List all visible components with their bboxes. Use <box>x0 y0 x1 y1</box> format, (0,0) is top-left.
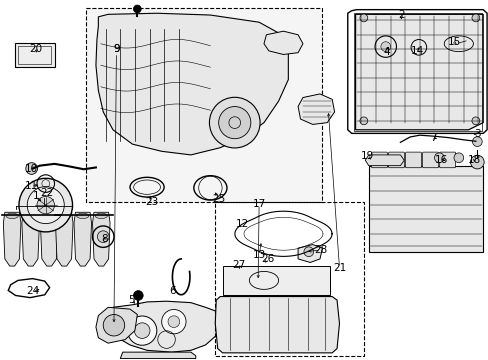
Text: 15: 15 <box>447 37 460 47</box>
Circle shape <box>27 186 64 224</box>
Polygon shape <box>96 13 288 155</box>
Ellipse shape <box>58 213 70 219</box>
Text: 13: 13 <box>252 250 265 260</box>
Text: 10: 10 <box>24 163 38 174</box>
Circle shape <box>168 316 180 328</box>
Text: 19: 19 <box>360 150 373 161</box>
Circle shape <box>410 40 426 55</box>
Circle shape <box>433 153 443 163</box>
Text: 22: 22 <box>41 188 54 198</box>
Circle shape <box>374 36 396 57</box>
Polygon shape <box>55 212 73 266</box>
Circle shape <box>304 247 313 257</box>
Circle shape <box>97 231 109 243</box>
Circle shape <box>37 196 55 214</box>
Text: 3: 3 <box>473 129 480 139</box>
Bar <box>18 45 51 64</box>
Text: 27: 27 <box>231 260 245 270</box>
Polygon shape <box>355 14 482 130</box>
Polygon shape <box>22 212 40 266</box>
Polygon shape <box>120 352 195 359</box>
Bar <box>215 202 363 356</box>
Polygon shape <box>264 31 303 54</box>
Circle shape <box>127 316 157 345</box>
Circle shape <box>218 107 250 139</box>
Circle shape <box>471 14 479 22</box>
Circle shape <box>133 5 141 13</box>
Polygon shape <box>365 155 404 166</box>
Circle shape <box>209 97 260 148</box>
Ellipse shape <box>24 213 37 219</box>
Circle shape <box>133 291 143 300</box>
Circle shape <box>103 315 124 336</box>
Ellipse shape <box>95 213 107 219</box>
Ellipse shape <box>77 213 89 219</box>
Text: 6: 6 <box>169 286 175 296</box>
Polygon shape <box>96 307 137 343</box>
Text: 5: 5 <box>128 295 135 305</box>
Text: 17: 17 <box>252 199 265 210</box>
Polygon shape <box>3 212 21 266</box>
Circle shape <box>469 155 483 169</box>
Text: 21: 21 <box>332 263 346 273</box>
Polygon shape <box>74 212 91 266</box>
Bar <box>222 266 329 295</box>
Polygon shape <box>298 94 334 125</box>
FancyBboxPatch shape <box>388 152 404 168</box>
FancyBboxPatch shape <box>371 152 386 168</box>
Polygon shape <box>444 36 472 51</box>
Text: 12: 12 <box>235 219 248 229</box>
Circle shape <box>453 153 463 163</box>
Text: 9: 9 <box>113 44 120 54</box>
Text: 25: 25 <box>212 194 225 204</box>
Text: 1: 1 <box>33 191 39 201</box>
Circle shape <box>471 137 481 147</box>
Polygon shape <box>86 8 322 202</box>
Circle shape <box>359 14 367 22</box>
Ellipse shape <box>6 213 18 219</box>
Circle shape <box>162 310 185 334</box>
Text: 20: 20 <box>29 44 42 54</box>
Text: 23: 23 <box>145 197 158 207</box>
FancyBboxPatch shape <box>405 152 421 168</box>
Circle shape <box>19 178 72 232</box>
Ellipse shape <box>43 213 55 219</box>
Circle shape <box>26 163 38 174</box>
Text: 28: 28 <box>314 245 327 255</box>
Polygon shape <box>92 212 110 266</box>
Polygon shape <box>368 166 482 252</box>
Text: 11: 11 <box>24 181 38 192</box>
FancyBboxPatch shape <box>422 152 438 168</box>
Polygon shape <box>215 297 339 353</box>
Text: 4: 4 <box>383 46 390 57</box>
Text: 8: 8 <box>101 234 108 244</box>
Polygon shape <box>111 301 222 352</box>
Text: 14: 14 <box>410 46 423 56</box>
Circle shape <box>359 117 367 125</box>
Text: 2: 2 <box>397 10 404 20</box>
Text: 18: 18 <box>467 155 480 165</box>
Text: 26: 26 <box>260 254 273 264</box>
Polygon shape <box>41 212 58 266</box>
Text: 24: 24 <box>26 286 39 296</box>
Circle shape <box>380 42 390 51</box>
Text: 7: 7 <box>429 133 436 143</box>
Text: 16: 16 <box>434 155 447 165</box>
Circle shape <box>134 323 150 338</box>
Circle shape <box>471 117 479 125</box>
FancyBboxPatch shape <box>439 152 455 168</box>
Text: 9: 9 <box>113 44 120 54</box>
Bar <box>15 43 55 67</box>
Polygon shape <box>298 244 322 262</box>
